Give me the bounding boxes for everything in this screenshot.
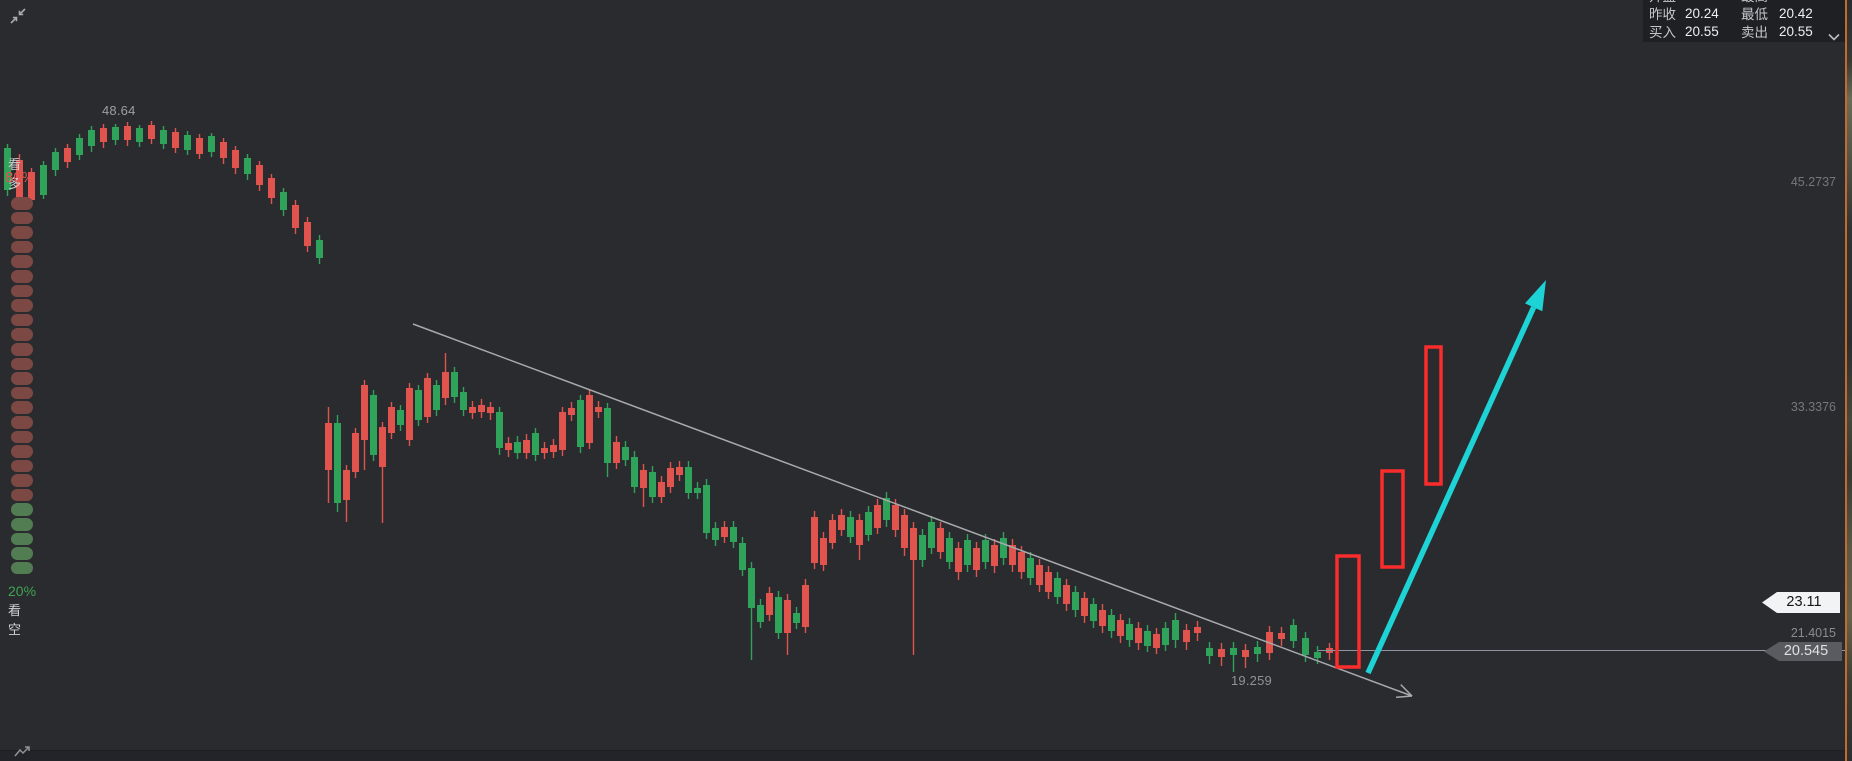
sentiment-segment [11,561,33,575]
sentiment-segment [11,211,33,225]
sentiment-segment [11,299,33,312]
price-axis-label: 33.3376 [1790,400,1836,414]
sentiment-segment [11,284,33,298]
sentiment-segment [11,518,33,531]
up-arrow-drawing[interactable] [1365,280,1546,675]
sentiment-segment [11,357,33,371]
open-value: 20.42 [1685,0,1741,3]
highlight-boxes-drawing[interactable] [1335,345,1443,669]
sentiment-segment [11,488,33,502]
sentiment-segment [11,328,33,341]
trend-line-tool-icon[interactable] [13,745,33,761]
chevron-down-icon[interactable] [1828,29,1840,42]
sentiment-segment [11,313,33,327]
sentiment-segment [11,445,33,458]
sentiment-segment [11,415,33,429]
bull-percent: 80% [5,169,36,186]
sentiment-segment [11,372,33,385]
sentiment-segment [11,532,33,546]
current-price-tag: 20.545 [1764,642,1842,661]
low-value: 20.42 [1779,5,1813,21]
bear-percent: 20% [8,583,37,599]
quote-row-open-high: 开盘 20.42 最高 20.44 [1643,0,1845,4]
sentiment-segment [11,342,33,356]
sentiment-segment [11,474,33,487]
trendline-drawing[interactable] [412,323,1413,699]
sentiment-segment [11,197,33,210]
ask-value: 20.55 [1779,23,1813,39]
price-axis-label: 45.2737 [1790,175,1836,189]
sentiment-segment [11,547,33,560]
high-label: 最高 [1741,0,1779,5]
quote-row-bid-ask: 买入 20.55 卖出 20.55 [1643,22,1845,41]
high-value: 20.44 [1779,0,1813,3]
bid-label: 买入 [1649,25,1676,40]
sentiment-segment [11,240,33,254]
prev-close-label: 昨收 [1649,7,1676,22]
sentiment-segment [11,430,33,444]
sentiment-segment [11,503,33,517]
ask-label: 卖出 [1741,25,1768,40]
open-label: 开盘 [1649,0,1685,5]
bear-label[interactable]: 看空 [8,603,22,637]
peak-price-label: 48.64 [102,103,136,118]
quote-row-prevclose-low: 昨收 20.24 最低 20.42 [1643,4,1845,23]
quote-panel: 开盘 20.42 最高 20.44 昨收 20.24 最低 20.42 买入 2… [1643,0,1845,42]
bull-label[interactable]: 看多 [8,157,22,191]
bid-value: 20.55 [1685,23,1719,39]
sentiment-segment [11,459,33,473]
sentiment-segment [11,386,33,400]
sentiment-segment [11,255,33,268]
low-label: 最低 [1741,7,1768,22]
window-edge-accent [1844,0,1847,761]
bottom-toolbar [0,746,1852,761]
trough-price-label: 19.259 [1231,673,1272,688]
target-price-tag: 23.11 [1762,592,1840,613]
collapse-icon[interactable] [8,6,28,31]
prev-close-value: 20.24 [1685,5,1719,21]
sentiment-segment [11,269,33,283]
sentiment-bar[interactable] [11,197,33,576]
candles-layer [4,121,1333,672]
background-app-sliver [1847,0,1852,761]
price-axis-label: 21.4015 [1790,626,1836,640]
sentiment-segment [11,401,33,414]
sentiment-segment [11,226,33,239]
